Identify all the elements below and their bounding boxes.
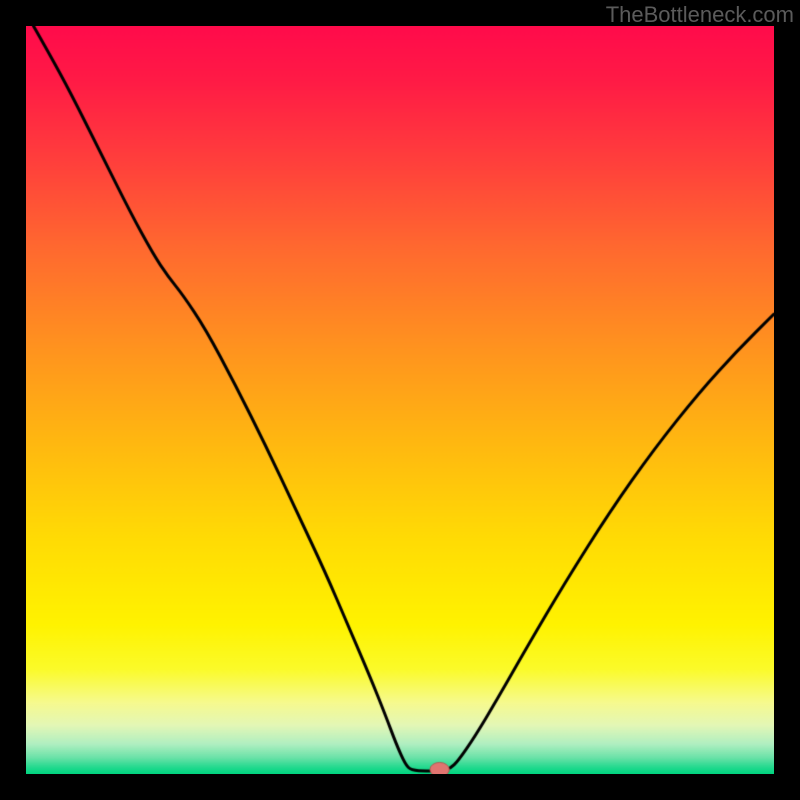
chart-canvas bbox=[26, 26, 774, 774]
plot-frame bbox=[26, 26, 774, 774]
watermark-text: TheBottleneck.com bbox=[606, 2, 794, 28]
